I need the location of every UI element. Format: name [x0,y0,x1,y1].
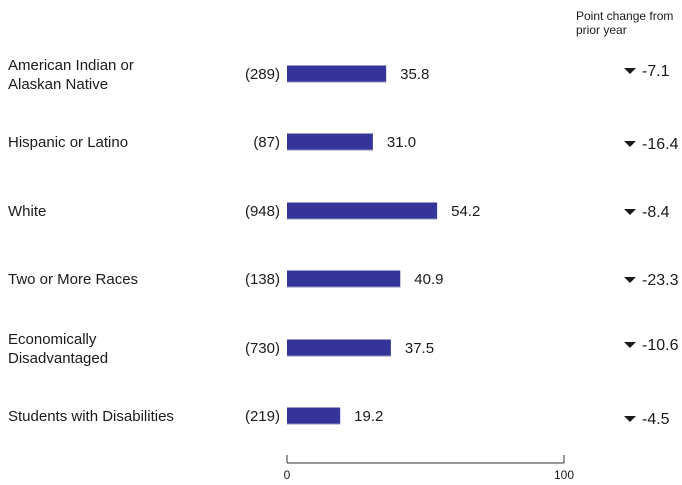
change-value: -16.4 [642,136,679,153]
category-label: American Indian or [8,57,134,74]
chart-row: Economically Disadvantaged (730) 37.5 -10.6 [8,331,679,367]
change-header-line: prior year [576,23,627,37]
bar [287,339,391,357]
value-label: 54.2 [451,203,480,220]
value-label: 35.8 [400,66,429,83]
category-label: Students with Disabilities [8,408,174,425]
down-arrow-icon [624,141,636,147]
category-label: Alaskan Native [8,76,108,93]
bar [287,133,373,151]
change-value: -4.5 [642,411,670,428]
down-arrow-icon [624,277,636,283]
category-label: Two or More Races [8,271,138,288]
chart-row: American Indian or Alaskan Native (289) 35.… [8,57,670,93]
count-label: (87) [253,134,280,151]
bar-shadow [287,218,438,220]
value-label: 19.2 [354,408,383,425]
down-arrow-icon [624,342,636,348]
chart-rows: American Indian or Alaskan Native (289) 35.… [8,57,679,428]
category-label: Economically [8,331,97,348]
count-label: (138) [245,271,280,288]
change-value: -10.6 [642,337,679,354]
down-arrow-icon [624,209,636,215]
bar [287,65,387,83]
down-arrow-icon [624,68,636,74]
bar-shadow [287,81,387,83]
category-label: Disadvantaged [8,350,108,367]
bar [287,407,341,425]
count-label: (730) [245,340,280,357]
down-arrow-icon [624,416,636,422]
chart-row: Students with Disabilities (219) 19.2 -4.5 [8,407,670,428]
bar [287,202,438,220]
category-label: Hispanic or Latino [8,134,128,151]
bar-shadow [287,423,341,425]
category-label: White [8,203,46,220]
tick-label: 100 [554,468,574,482]
chart-row: White (948) 54.2 -8.4 [8,202,670,221]
count-label: (289) [245,66,280,83]
change-header-line: Point change from [576,9,673,23]
chart-row: Hispanic or Latino (87) 31.0 -16.4 [8,133,679,153]
bar-shadow [287,149,373,151]
count-label: (948) [245,203,280,220]
bar-shadow [287,286,401,288]
bar [287,270,401,288]
change-value: -7.1 [642,63,670,80]
value-label: 40.9 [414,271,443,288]
tick-label: 0 [284,468,291,482]
x-axis: 0 100 [284,455,574,482]
chart-row: Two or More Races (138) 40.9 -23.3 [8,270,679,289]
change-value: -23.3 [642,272,679,289]
change-value: -8.4 [642,204,670,221]
bar-shadow [287,355,391,357]
count-label: (219) [245,408,280,425]
value-label: 37.5 [405,340,434,357]
value-label: 31.0 [387,134,416,151]
